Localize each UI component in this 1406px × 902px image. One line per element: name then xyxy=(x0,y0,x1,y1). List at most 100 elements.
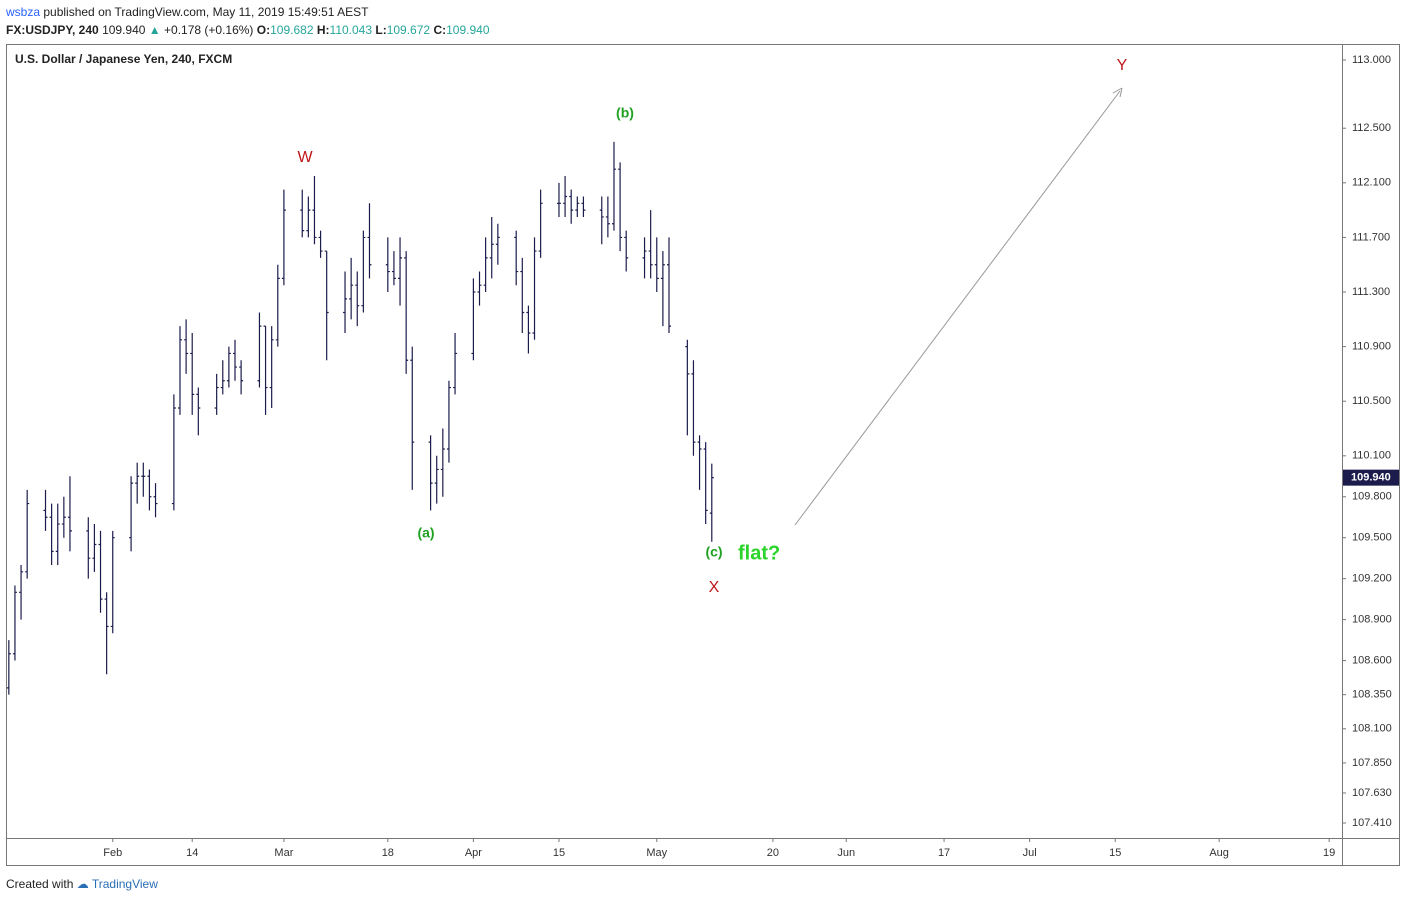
ohlc-bar xyxy=(257,312,262,388)
ohlc-bar xyxy=(98,530,103,613)
ohlc-bar xyxy=(355,271,360,327)
ohlc-bar xyxy=(135,462,140,504)
ohlc-bar xyxy=(404,251,409,374)
brand-name[interactable]: TradingView xyxy=(91,877,158,891)
ohlc-bar xyxy=(532,237,537,340)
wave-label: (c) xyxy=(705,544,722,560)
ohlc-bar xyxy=(104,592,109,675)
ohlc-bar xyxy=(453,332,458,395)
published: published on TradingView.com, May 11, 20… xyxy=(43,5,369,19)
wave-label: Y xyxy=(1117,57,1128,74)
ohlc-bar xyxy=(569,189,574,224)
ohlc-bar xyxy=(343,271,348,333)
ohlc-bar xyxy=(648,210,653,279)
ohlc-bar xyxy=(349,257,354,320)
ohlc-bar xyxy=(398,237,403,306)
ohlc-bar xyxy=(428,435,433,511)
x-tick-label: 15 xyxy=(553,847,565,859)
change: +0.178 (+0.16%) xyxy=(164,23,254,37)
ohlc-bar xyxy=(483,237,488,293)
ohlc-bar xyxy=(538,189,543,258)
ohlc-bar xyxy=(526,305,531,354)
y-tick-label: 112.500 xyxy=(1352,122,1391,134)
ohlc-bar xyxy=(275,264,280,347)
x-tick-label: Jul xyxy=(1023,847,1037,859)
wave-label: X xyxy=(709,579,720,596)
close: 109.940 xyxy=(446,23,490,37)
l-label: L: xyxy=(375,23,387,37)
y-tick-label: 108.600 xyxy=(1352,654,1392,666)
wave-label: (b) xyxy=(616,105,634,121)
ohlc-bar xyxy=(147,469,152,511)
y-tick-label: 110.900 xyxy=(1352,341,1391,353)
y-tick-label: 110.100 xyxy=(1352,450,1391,462)
ohlc-bar xyxy=(86,517,91,579)
ohlc-bar xyxy=(618,162,623,252)
x-tick-label: Aug xyxy=(1209,847,1229,859)
ohlc-bar xyxy=(666,237,671,333)
ohlc-bar xyxy=(556,182,561,217)
ohlc-bar xyxy=(55,503,60,566)
author[interactable]: wsbza xyxy=(6,5,41,19)
ohlc-bar xyxy=(367,203,372,279)
c-label: C: xyxy=(433,23,447,37)
x-tick-label: 20 xyxy=(767,847,779,859)
ohlc-bar xyxy=(226,346,231,388)
chart-title: U.S. Dollar / Japanese Yen, 240, FXCM xyxy=(15,52,232,66)
ohlc-bar xyxy=(563,175,568,217)
o-label: O: xyxy=(256,23,271,37)
y-tick-label: 109.200 xyxy=(1352,573,1392,585)
ohlc-bar xyxy=(599,196,604,245)
y-tick-label: 108.900 xyxy=(1352,614,1392,626)
x-tick-label: Apr xyxy=(465,847,482,859)
ohlc-bar xyxy=(239,360,244,395)
ohlc-bar xyxy=(697,435,702,490)
symbol: FX:USDJPY, 240 xyxy=(6,23,99,37)
ohlc-bar xyxy=(391,251,396,286)
x-tick-label: May xyxy=(646,847,667,859)
ohlc-bar xyxy=(25,489,30,579)
ohlc-bar xyxy=(477,271,482,306)
x-tick-label: Feb xyxy=(103,847,122,859)
ohlc-bar xyxy=(709,463,714,542)
y-tick-label: 107.850 xyxy=(1352,757,1392,769)
x-tick-label: 18 xyxy=(382,847,394,859)
x-tick-label: 19 xyxy=(1323,847,1335,859)
ohlc-bar xyxy=(141,462,146,497)
ohlc-bar xyxy=(61,496,66,538)
ohlc-bar xyxy=(361,230,366,313)
brand[interactable]: ☁ TradingView xyxy=(76,877,158,891)
y-tick-label: 108.100 xyxy=(1352,723,1392,735)
x-tick-label: Jun xyxy=(837,847,855,859)
ohlc-bar xyxy=(153,483,158,518)
ohlc-bar xyxy=(385,237,390,293)
ohlc-bar xyxy=(312,175,317,245)
footer: Created with ☁ TradingView xyxy=(6,877,158,891)
x-tick-label: 14 xyxy=(186,847,198,859)
x-tick-label: 17 xyxy=(938,847,950,859)
ohlc-bar xyxy=(489,216,494,279)
ohlc-bar xyxy=(691,360,696,456)
created: Created with xyxy=(6,877,74,891)
ohlc-bar xyxy=(324,250,329,361)
ohlc-bar xyxy=(177,326,182,415)
y-tick-label: 111.700 xyxy=(1352,231,1390,243)
ohlc-bar xyxy=(12,585,17,661)
ohlc-bar xyxy=(129,476,134,552)
ohlc-bar xyxy=(92,524,97,572)
ohlc-bar xyxy=(660,251,665,327)
quote-line: FX:USDJPY, 240 109.940 ▲ +0.178 (+0.16%)… xyxy=(6,23,490,37)
ohlc-bar xyxy=(654,237,659,293)
publish-line: wsbza published on TradingView.com, May … xyxy=(6,5,368,19)
high: 110.043 xyxy=(329,23,373,37)
ohlc-bar xyxy=(6,640,11,695)
ohlc-bar xyxy=(410,346,415,490)
last-price-box xyxy=(1343,469,1399,486)
y-tick-label: 109.500 xyxy=(1352,532,1392,544)
ohlc-bar xyxy=(43,489,48,531)
chart: U.S. Dollar / Japanese Yen, 240, FXCM W … xyxy=(6,44,1400,866)
ohlc-bar xyxy=(318,230,323,258)
ohlc-bar xyxy=(495,223,500,265)
ohlc-bar xyxy=(611,141,616,231)
last-price-label: 109.940 xyxy=(1351,472,1391,484)
